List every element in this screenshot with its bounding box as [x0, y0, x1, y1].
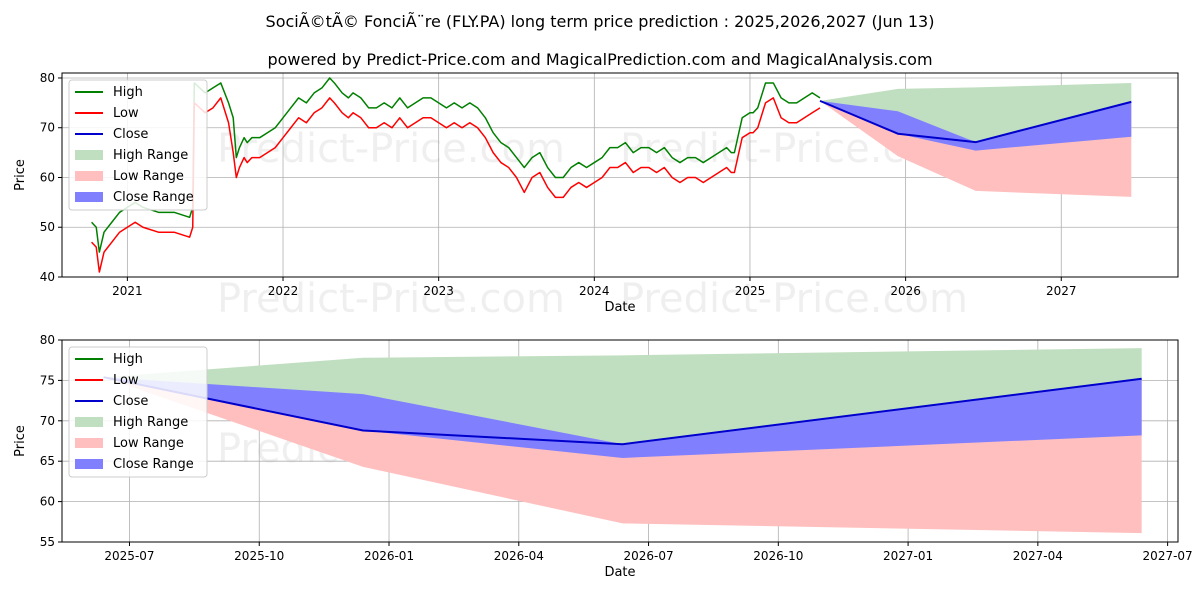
x-tick-label: 2026 [890, 284, 921, 298]
y-tick-label: 70 [40, 414, 55, 428]
x-tick-label: 2027-04 [1013, 549, 1063, 563]
watermark-text: Predict-Price.com [217, 126, 565, 172]
legend-label: Low Range [113, 169, 184, 184]
close-range-band [103, 377, 1142, 458]
legend-swatch-patch [75, 192, 103, 202]
legend-label: Low Range [113, 436, 184, 451]
legend-label: Low [113, 106, 139, 121]
x-tick-label: 2023 [423, 284, 454, 298]
x-tick-label: 2027-01 [883, 549, 933, 563]
legend-label: Close Range [113, 457, 194, 472]
x-tick-label: 2022 [268, 284, 299, 298]
chart-subtitle: powered by Predict-Price.com and Magical… [267, 50, 933, 69]
chart-title: SociÃ©tÃ© FonciÃ¨re (FLY.PA) long term p… [265, 12, 935, 31]
y-tick-label: 40 [40, 270, 55, 284]
top-legend: High Low Close High Range Low Range Close Ran… [68, 79, 208, 211]
bottom-legend: High Low Close High Range Low Range Close Ran… [68, 346, 208, 478]
x-tick-label: 2025-10 [234, 549, 284, 563]
watermark-text: Predict-Price.com [620, 276, 968, 322]
x-tick-label: 2021 [112, 284, 143, 298]
y-tick-label: 60 [40, 170, 55, 184]
y-tick-label: 80 [40, 333, 55, 347]
legend-label: Close [113, 127, 148, 142]
x-tick-label: 2024 [579, 284, 610, 298]
legend-swatch-patch [75, 459, 103, 469]
bottom-panel: Predict-Price.comPredict-Price.com2025-0… [13, 333, 1193, 580]
legend-label: High [113, 352, 143, 367]
x-tick-label: 2026-07 [623, 549, 673, 563]
y-tick-label: 80 [40, 71, 55, 85]
legend-label: High Range [113, 148, 188, 163]
legend-swatch-patch [75, 171, 103, 181]
low-series-line [91, 97, 821, 273]
y-tick-label: 65 [40, 454, 55, 468]
x-tick-label: 2025 [735, 284, 766, 298]
x-tick-label: 2025-07 [104, 549, 154, 563]
legend-label: High [113, 85, 143, 100]
x-axis-label: Date [604, 565, 635, 580]
y-tick-label: 70 [40, 121, 55, 135]
x-tick-label: 2027-07 [1143, 549, 1193, 563]
y-tick-label: 50 [40, 220, 55, 234]
y-axis-label: Price [13, 159, 28, 191]
close-forecast-line [819, 99, 1132, 144]
legend-box [68, 79, 208, 211]
close-forecast-line [103, 376, 1142, 446]
legend-swatch-patch [75, 417, 103, 427]
top-axes-frame [61, 72, 1179, 278]
y-tick-label: 60 [40, 495, 55, 509]
y-tick-label: 55 [40, 535, 55, 549]
x-tick-label: 2026-01 [364, 549, 414, 563]
legend-box [68, 346, 208, 478]
legend-swatch-patch [75, 438, 103, 448]
bottom-plot-area [103, 348, 1142, 534]
top-plot-area [91, 77, 1132, 273]
high-series-line [91, 77, 821, 253]
legend-label: Low [113, 373, 139, 388]
y-tick-label: 75 [40, 373, 55, 387]
legend-label: High Range [113, 415, 188, 430]
x-tick-label: 2026-10 [753, 549, 803, 563]
x-tick-label: 2026-04 [494, 549, 544, 563]
legend-label: Close Range [113, 190, 194, 205]
legend-swatch-patch [75, 150, 103, 160]
x-tick-label: 2027 [1046, 284, 1077, 298]
bottom-axes-frame [61, 339, 1179, 543]
close-range-band [820, 100, 1132, 151]
top-panel: Predict-Price.com Predict-Price.com Predic… [13, 71, 1179, 322]
watermark-text: Predict-Price.com [217, 276, 565, 322]
x-axis-label: Date [604, 300, 635, 315]
legend-label: Close [113, 394, 148, 409]
y-axis-label: Price [13, 425, 28, 457]
